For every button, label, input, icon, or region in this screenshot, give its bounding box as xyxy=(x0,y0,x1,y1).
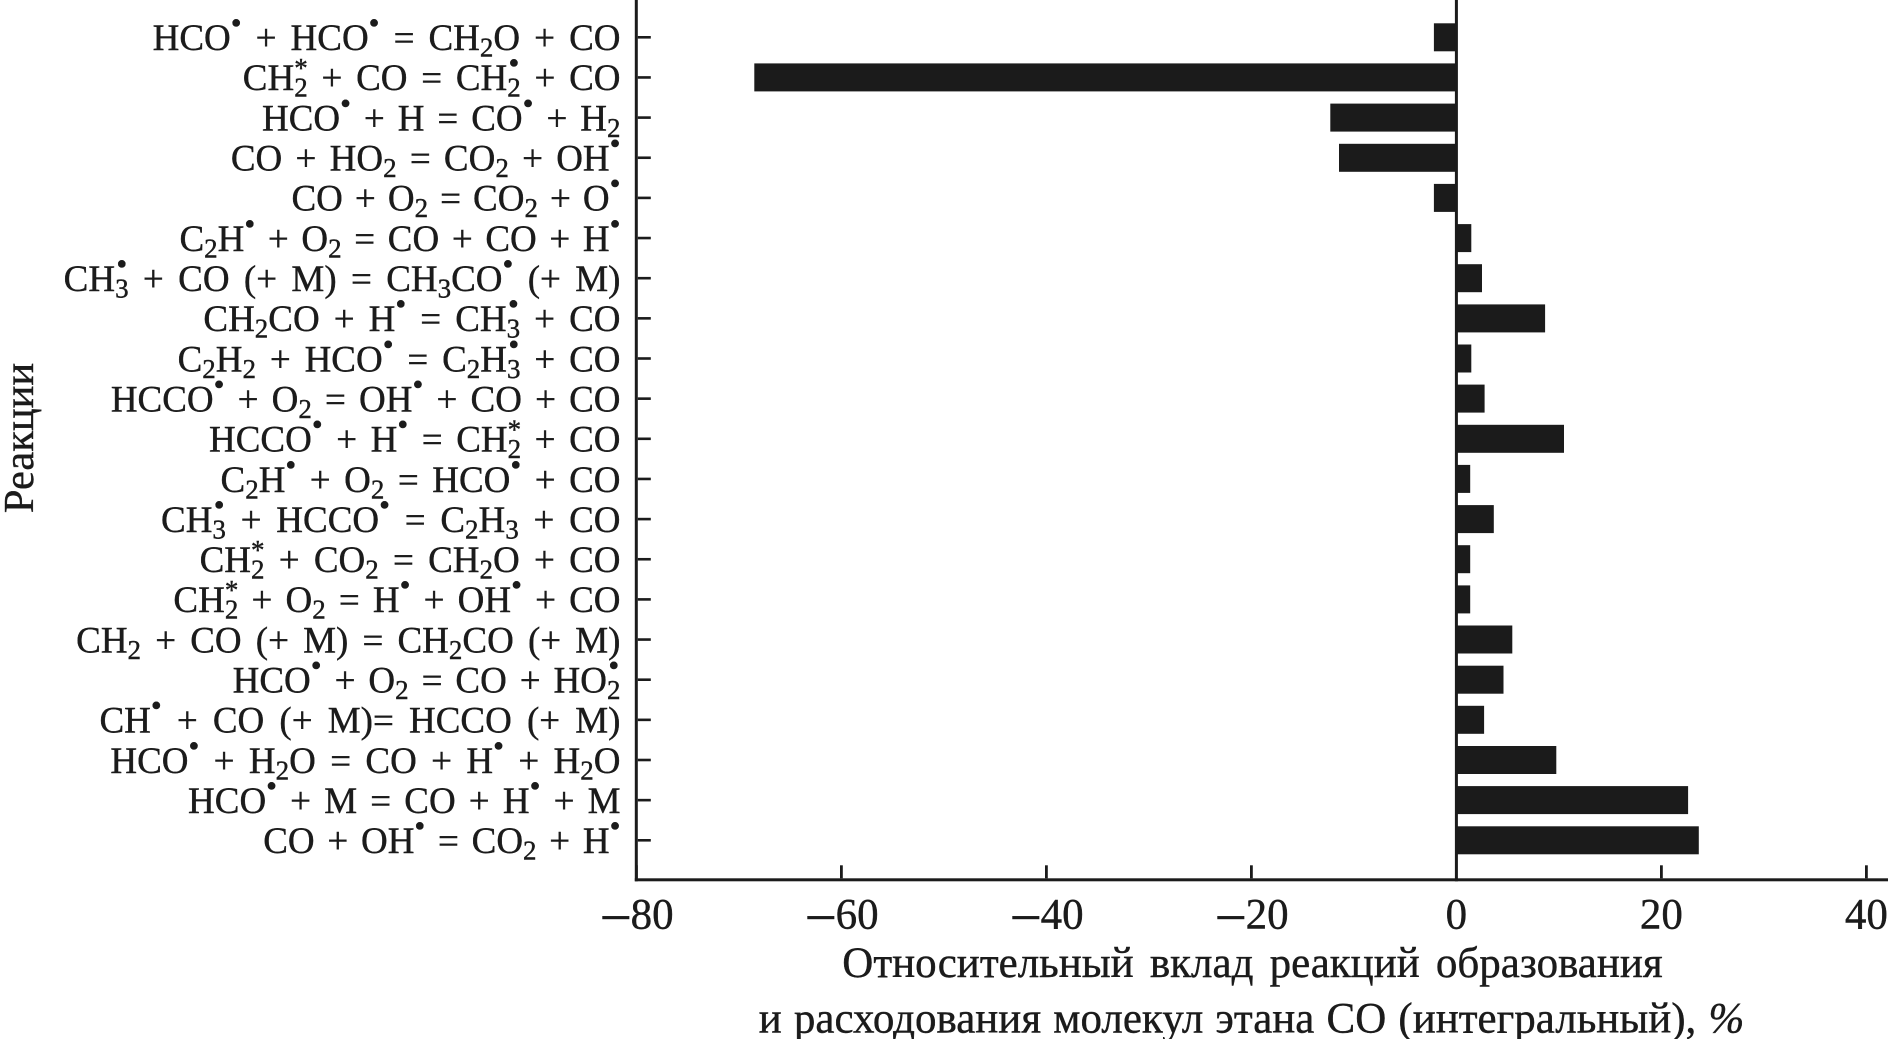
svg-text:CH2* + CO = CH2• + CO: CH2* + CO = CH2• + CO xyxy=(243,45,621,103)
svg-text:CH2* + O2 = H• + OH• + CO: CH2* + O2 = H• + OH• + CO xyxy=(173,567,620,625)
svg-text:CO + O2 = CO2 + O•: CO + O2 = CO2 + O• xyxy=(291,166,620,224)
svg-text:HCO• + H2O = CO + H• + H2O: HCO• + H2O = CO + H• + H2O xyxy=(110,728,620,786)
svg-text:CH2CO + H• = CH3• + CO: CH2CO + H• = CH3• + CO xyxy=(203,286,620,344)
svg-text:HCCO• + O2 = OH• + CO + CO: HCCO• + O2 = OH• + CO + CO xyxy=(111,366,621,424)
svg-text:HCO• + H = CO• + H2: HCO• + H = CO• + H2 xyxy=(262,85,621,143)
svg-text:20: 20 xyxy=(1640,892,1683,939)
svg-text:0: 0 xyxy=(1446,892,1468,939)
svg-text:HCCO• + H• = CH2* + CO: HCCO• + H• = CH2* + CO xyxy=(209,407,620,465)
svg-text:80: 80 xyxy=(631,892,674,939)
svg-text:Реакции: Реакции xyxy=(0,363,43,513)
svg-text:20: 20 xyxy=(1246,892,1289,939)
svg-text:CH2* + CO2 = CH2O + CO: CH2* + CO2 = CH2O + CO xyxy=(200,535,621,585)
svg-text:C2H• + O2 = HCO• + CO: C2H• + O2 = HCO• + CO xyxy=(221,447,621,505)
svg-text:HCO• + HCO• = CH2O + CO: HCO• + HCO• = CH2O + CO xyxy=(153,5,621,63)
svg-text:CH3• + CO (+ M) = CH3CO• (+ M): CH3• + CO (+ M) = CH3CO• (+ M) xyxy=(64,246,621,304)
svg-text:40: 40 xyxy=(1041,892,1084,939)
svg-text:HCO• + M = CO + H• + M: HCO• + M = CO + H• + M xyxy=(188,768,620,822)
svg-text:CO + HO2 = CO2 + OH•: CO + HO2 = CO2 + OH• xyxy=(231,126,621,184)
svg-text:C2H2 + HCO• = C2H3• + CO: C2H2 + HCO• = C2H3• + CO xyxy=(178,326,621,384)
svg-text:HCO• + O2 = CO + HO2•: HCO• + O2 = CO + HO2• xyxy=(233,648,621,706)
svg-text:CO + OH• = CO2 + H•: CO + OH• = CO2 + H• xyxy=(263,808,620,866)
svg-text:CH3• + HCCO• = C2H3 + CO: CH3• + HCCO• = C2H3 + CO xyxy=(161,487,620,545)
svg-text:CH• + CO (+ M)= HCCO (+ M): CH• + CO (+ M)= HCCO (+ M) xyxy=(99,688,620,742)
svg-text:Относительный вклад реакций об: Относительный вклад реакций образования xyxy=(842,940,1662,987)
svg-text:CH2 + CO (+ M) = CH2CO (+ M): CH2 + CO (+ M) = CH2CO (+ M) xyxy=(76,620,620,665)
svg-text:и расходования молекул этана С: и расходования молекул этана СО (интегра… xyxy=(759,995,1745,1039)
svg-text:60: 60 xyxy=(836,892,879,939)
svg-text:C2H• + O2 = CO + CO + H•: C2H• + O2 = CO + CO + H• xyxy=(179,206,620,264)
svg-text:40: 40 xyxy=(1845,892,1888,939)
